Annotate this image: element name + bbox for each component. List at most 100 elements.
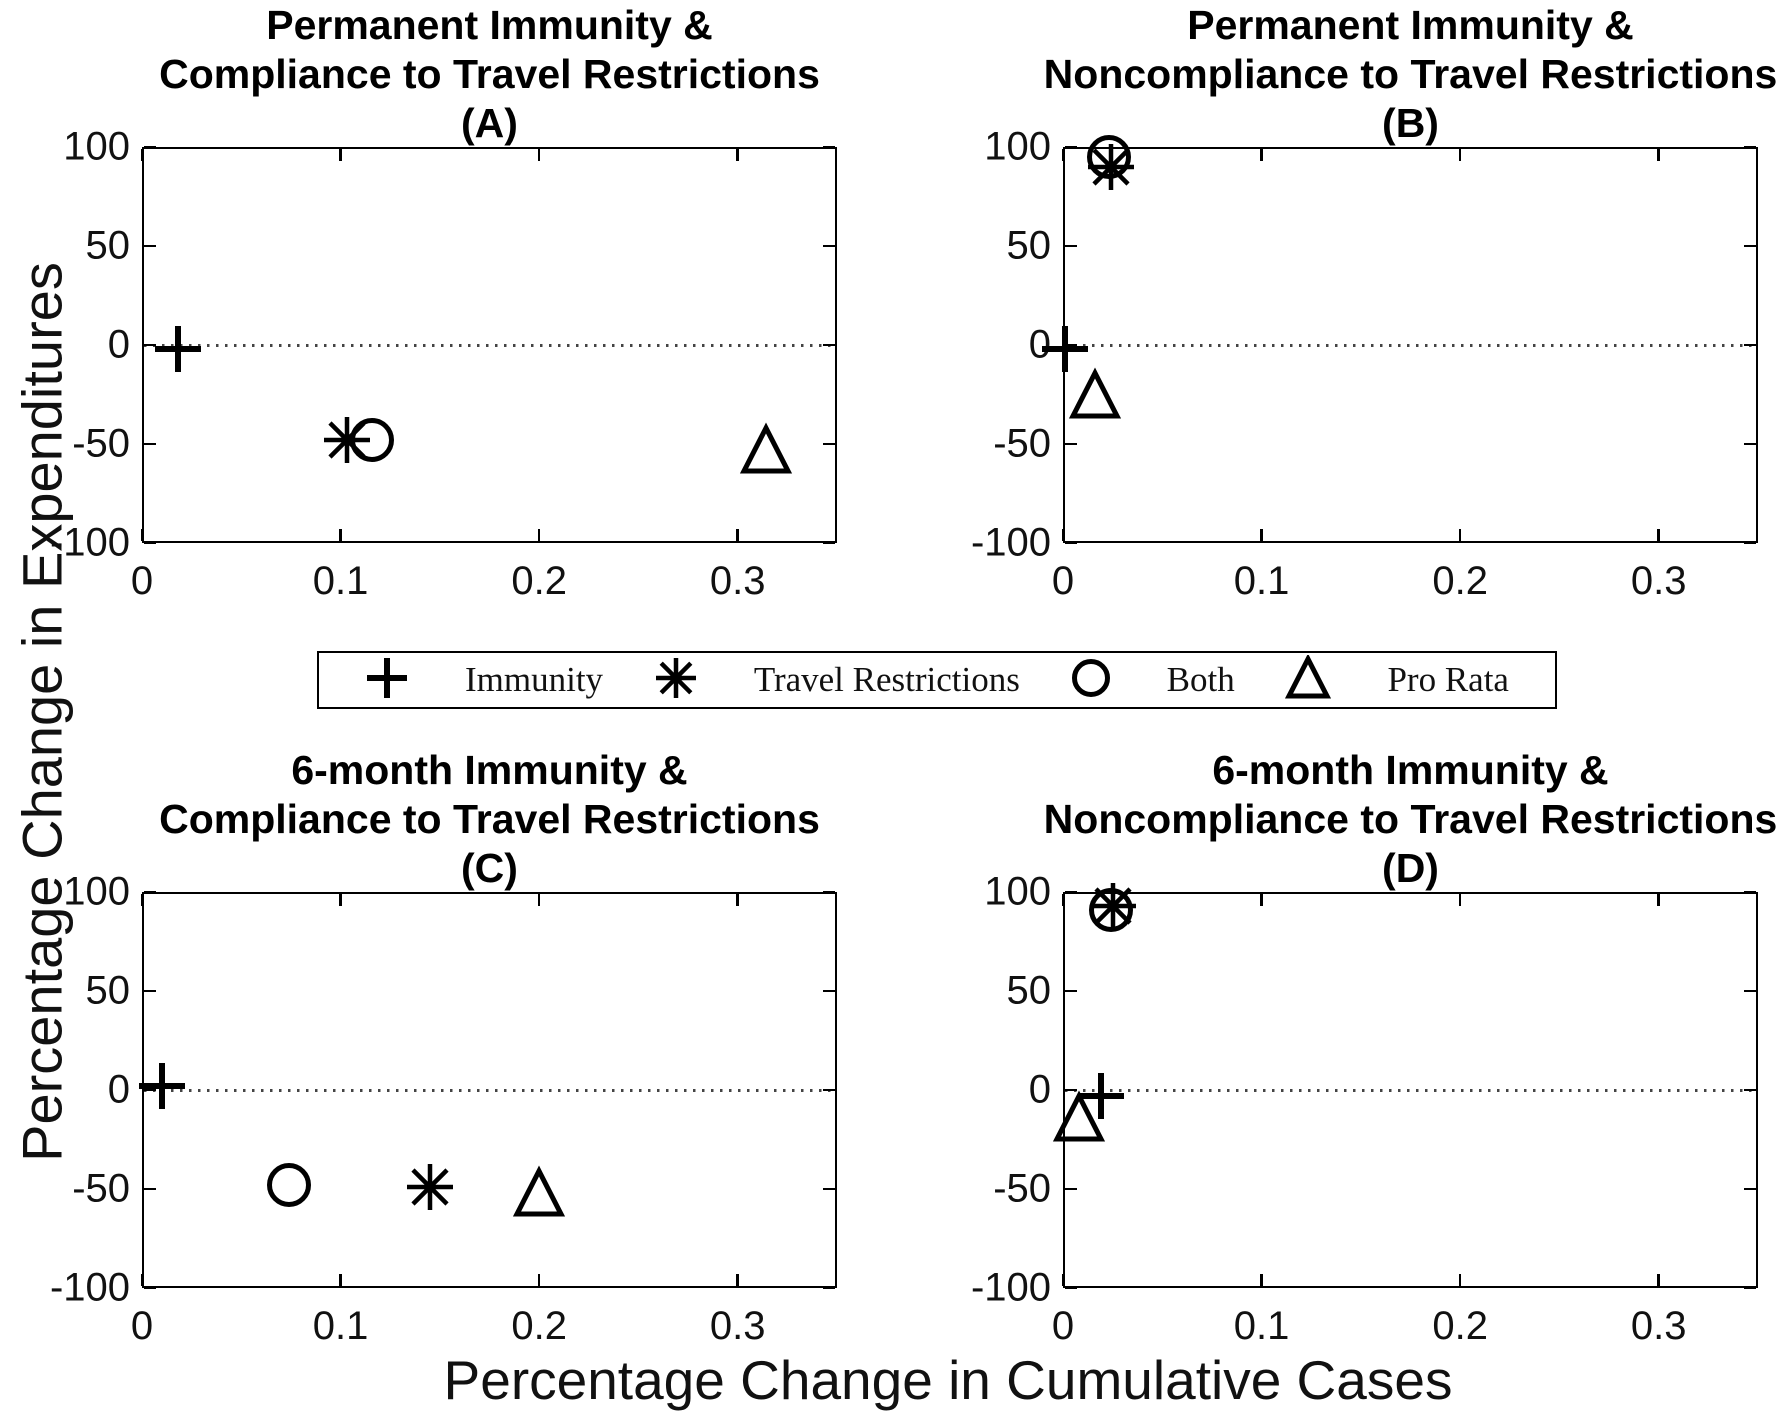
panel-D-triangle-marker-pro-rata: [1052, 1090, 1105, 1144]
panel-A-triangle-marker-pro-rata: [739, 422, 792, 476]
panel-C-xtick: [537, 1274, 541, 1286]
legend-item-both: Both: [1071, 658, 1235, 703]
panel-D-xtick: [1657, 1274, 1660, 1286]
panel-B-ytick-label: -50: [993, 421, 1051, 466]
x-axis-label: Percentage Change in Cumulative Cases: [443, 1349, 1453, 1411]
panel-C-zero-line: [144, 1088, 835, 1092]
panel-D-zero-line: [1065, 1088, 1756, 1092]
legend-item-travel-restrictions: Travel Restrictions: [654, 656, 1020, 705]
panel-A-ytick: [144, 145, 156, 149]
panel-D-ytick-mirror: [1744, 1187, 1756, 1191]
panel-B-title-line-2: Noncompliance to Travel Restrictions: [1043, 51, 1776, 97]
panel-C-ytick: [144, 989, 156, 993]
panel-B-ytick-label: 0: [1028, 322, 1051, 367]
panel-C-ytick: [144, 1187, 156, 1191]
panel-B-asterisk-marker-travel-restrictions: [1086, 142, 1136, 192]
panel-D-ytick-mirror: [1744, 989, 1756, 993]
panel-D-ytick-mirror: [1744, 890, 1756, 894]
panel-B-ytick-mirror: [1744, 145, 1756, 149]
y-axis-label: Percentage Change in Expenditures: [10, 262, 74, 1162]
panel-D-plus-marker-immunity: [1076, 1071, 1126, 1121]
panel-C-xtick: [339, 1274, 342, 1286]
circle-marker-icon: [1071, 658, 1111, 703]
panel-D-ytick: [1065, 1088, 1077, 1092]
panel-C-xtick-mirror: [537, 894, 541, 906]
panel-D-title-line-3: (D): [1382, 845, 1439, 891]
panel-B-xtick-mirror: [1061, 149, 1065, 161]
panel-D-xtick-mirror: [1458, 894, 1462, 906]
panel-B-xtick-label: 0.3: [1630, 559, 1687, 603]
panel-B-title-line-3: (B): [1382, 100, 1439, 146]
panel-D-xtick-label: 0: [1051, 1304, 1075, 1348]
panel-B-xtick-label: 0.1: [1233, 559, 1290, 603]
panel-B-xtick: [1458, 529, 1462, 541]
panel-A-ytick-mirror: [823, 145, 835, 149]
panel-D-ytick-label: 0: [1028, 1067, 1051, 1112]
panel-C-ytick-label: 100: [63, 869, 130, 914]
panel-C-title-line-3: (C): [461, 845, 518, 891]
panel-A-xtick: [537, 529, 541, 541]
panel-C-ytick-label: -100: [49, 1265, 130, 1310]
panel-D-xtick: [1260, 1274, 1263, 1286]
panel-A-ytick-mirror: [823, 442, 835, 446]
panel-B-xtick-mirror: [1657, 149, 1660, 161]
panel-A-ytick-label: 100: [63, 124, 130, 169]
panel-A-xtick: [140, 529, 144, 541]
panel-B-ytick: [1065, 343, 1077, 347]
panel-A-xtick-mirror: [537, 149, 541, 161]
panel-C-circle-marker-both: [266, 1162, 312, 1208]
panel-C-ytick: [144, 890, 156, 894]
panel-B-ytick-label: 100: [984, 124, 1051, 169]
asterisk-marker-icon: [654, 656, 698, 705]
panel-C-xtick-mirror: [339, 894, 342, 906]
panel-A-ytick-mirror: [823, 244, 835, 248]
legend-label: Immunity: [465, 660, 604, 699]
panel-B-ytick: [1065, 244, 1077, 248]
panel-C-xtick-mirror: [140, 894, 144, 906]
panel-A-ytick: [144, 442, 156, 446]
panel-C-ytick-label: 50: [85, 968, 131, 1013]
legend-label: Both: [1166, 660, 1235, 699]
panel-B-zero-line: [1065, 343, 1756, 347]
panel-C-xtick-label: 0.1: [312, 1304, 369, 1348]
panel-B-xtick-mirror: [1260, 149, 1263, 161]
triangle-marker-icon: [1285, 653, 1332, 706]
panel-C-ytick: [144, 1088, 156, 1092]
panel-C-ytick-mirror: [823, 890, 835, 894]
panel-B-ytick-label: -100: [970, 520, 1051, 565]
panel-D-ytick-label: -100: [970, 1265, 1051, 1310]
panel-B-xtick: [1061, 529, 1065, 541]
panel-D-ytick: [1065, 989, 1077, 993]
panel-D-xtick-mirror: [1260, 894, 1263, 906]
panel-A-xtick-mirror: [736, 149, 739, 161]
panel-A-ytick-mirror: [823, 343, 835, 347]
panel-C-ytick-mirror: [823, 1187, 835, 1191]
panel-A-xtick: [736, 529, 739, 541]
panel-D-xtick-label: 0.3: [1630, 1304, 1687, 1348]
panel-A-xtick-label: 0.1: [312, 559, 369, 603]
panel-D-ytick-label: -50: [993, 1166, 1051, 1211]
panel-C-title: 6-month Immunity & Compliance to Travel R…: [159, 746, 820, 893]
panel-B-ytick-label: 50: [1006, 223, 1052, 268]
panel-A-ytick: [144, 244, 156, 248]
panel-B-ytick: [1065, 145, 1077, 149]
panel-D-xtick-mirror: [1657, 894, 1660, 906]
panel-C-triangle-marker-pro-rata: [513, 1165, 566, 1219]
panel-C-xtick: [140, 1274, 144, 1286]
panel-B-ytick: [1065, 442, 1077, 446]
panel-A-ytick-label: -50: [72, 421, 130, 466]
panel-C-xtick-label: 0: [130, 1304, 154, 1348]
panel-B-xtick-label: 0: [1051, 559, 1075, 603]
panel-A-ytick-label: 0: [107, 322, 130, 367]
panel-B-ytick-mirror: [1744, 541, 1756, 545]
panel-D-ytick: [1065, 1286, 1077, 1290]
panel-D-ytick-label: 100: [984, 869, 1051, 914]
panel-D-xtick: [1061, 1274, 1065, 1286]
panel-C-plus-marker-immunity: [137, 1061, 187, 1111]
panel-B-ytick-mirror: [1744, 244, 1756, 248]
panel-B-ytick-mirror: [1744, 343, 1756, 347]
panel-C-ytick-mirror: [823, 1088, 835, 1092]
panel-D-xtick: [1458, 1274, 1462, 1286]
panel-A-xtick: [339, 529, 342, 541]
panel-A-title-line-1: Permanent Immunity &: [266, 2, 713, 48]
